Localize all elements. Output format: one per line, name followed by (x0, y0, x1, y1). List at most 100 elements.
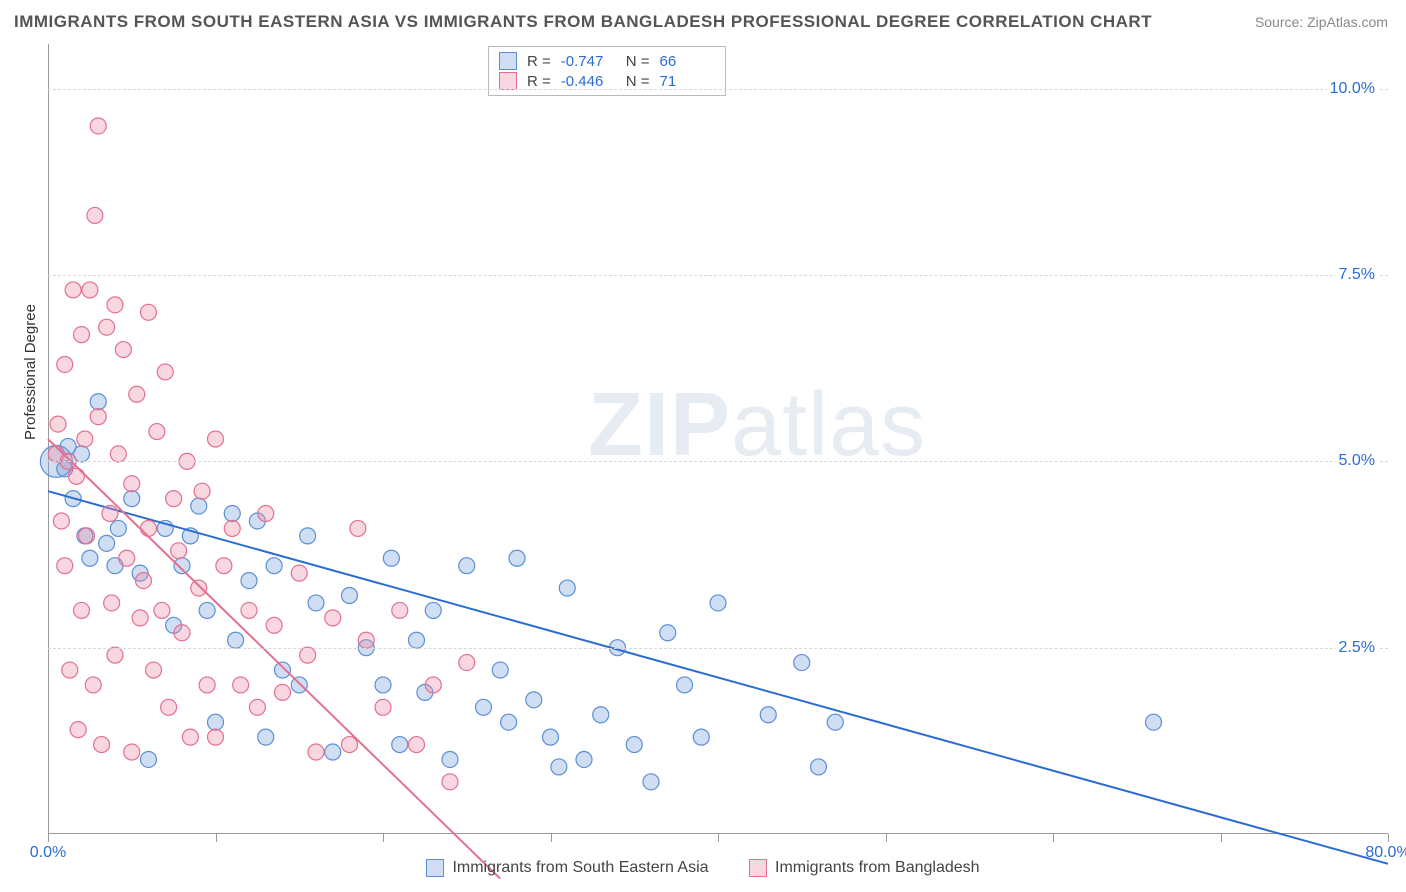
data-point (74, 327, 90, 343)
data-point (149, 424, 165, 440)
data-point (476, 699, 492, 715)
data-point (409, 737, 425, 753)
data-point (275, 684, 291, 700)
x-tick-mark (886, 834, 887, 842)
data-point (275, 662, 291, 678)
r-label: R = (527, 73, 551, 90)
y-axis-label: Professional Degree (22, 304, 39, 440)
data-point (194, 483, 210, 499)
data-point (291, 565, 307, 581)
data-point (576, 751, 592, 767)
x-tick-mark (718, 834, 719, 842)
data-point (216, 558, 232, 574)
data-point (501, 714, 517, 730)
data-point (626, 737, 642, 753)
data-point (124, 744, 140, 760)
gridline-h (48, 89, 1388, 90)
r-value-b: -0.446 (561, 73, 616, 90)
data-point (166, 491, 182, 507)
gridline-h (48, 461, 1388, 462)
data-point (241, 602, 257, 618)
data-point (811, 759, 827, 775)
data-point (249, 699, 265, 715)
data-point (258, 729, 274, 745)
data-point (171, 543, 187, 559)
data-point (233, 677, 249, 693)
data-point (425, 602, 441, 618)
data-point (325, 744, 341, 760)
n-label: N = (626, 73, 650, 90)
trendline (48, 491, 1388, 864)
data-point (1146, 714, 1162, 730)
data-point (342, 588, 358, 604)
data-point (358, 632, 374, 648)
series-legend: Immigrants from South Eastern Asia Immig… (0, 859, 1406, 882)
data-point (99, 319, 115, 335)
data-point (224, 520, 240, 536)
series-b-label: Immigrants from Bangladesh (775, 859, 980, 877)
data-point (90, 118, 106, 134)
data-point (325, 610, 341, 626)
data-point (157, 364, 173, 380)
data-point (57, 356, 73, 372)
data-point (161, 699, 177, 715)
data-point (300, 647, 316, 663)
source-attribution: Source: ZipAtlas.com (1255, 14, 1388, 30)
gridline-h (48, 275, 1388, 276)
chart-svg (48, 44, 1388, 834)
data-point (124, 476, 140, 492)
data-point (94, 737, 110, 753)
data-point (99, 535, 115, 551)
data-point (68, 468, 84, 484)
data-point (129, 386, 145, 402)
data-point (266, 558, 282, 574)
legend-item-series-b: Immigrants from Bangladesh (749, 859, 980, 877)
chart-title: IMMIGRANTS FROM SOUTH EASTERN ASIA VS IM… (14, 12, 1152, 32)
data-point (551, 759, 567, 775)
data-point (154, 602, 170, 618)
data-point (141, 751, 157, 767)
data-point (827, 714, 843, 730)
data-point (308, 744, 324, 760)
data-point (559, 580, 575, 596)
data-point (291, 677, 307, 693)
n-value-b: 71 (660, 73, 715, 90)
plot-area: ZIPatlas R = -0.747 N = 66 R = -0.446 N … (48, 44, 1388, 834)
data-point (124, 491, 140, 507)
data-point (459, 655, 475, 671)
swatch-series-b-bottom (749, 859, 767, 877)
data-point (62, 662, 78, 678)
swatch-series-a-bottom (426, 859, 444, 877)
x-tick-mark (1053, 834, 1054, 842)
data-point (760, 707, 776, 723)
data-point (509, 550, 525, 566)
data-point (492, 662, 508, 678)
data-point (258, 506, 274, 522)
data-point (182, 729, 198, 745)
r-value-a: -0.747 (561, 53, 616, 70)
data-point (300, 528, 316, 544)
data-point (132, 610, 148, 626)
data-point (191, 498, 207, 514)
y-tick-label: 5.0% (1336, 452, 1378, 470)
data-point (208, 431, 224, 447)
swatch-series-b (499, 72, 517, 90)
data-point (199, 602, 215, 618)
data-point (70, 722, 86, 738)
r-label: R = (527, 53, 551, 70)
data-point (425, 677, 441, 693)
data-point (442, 751, 458, 767)
x-tick-mark (1221, 834, 1222, 842)
data-point (593, 707, 609, 723)
data-point (53, 513, 69, 529)
data-point (141, 520, 157, 536)
y-tick-label: 2.5% (1336, 639, 1378, 657)
data-point (392, 602, 408, 618)
x-tick-mark (1388, 834, 1389, 842)
data-point (50, 416, 66, 432)
data-point (141, 304, 157, 320)
n-value-a: 66 (660, 53, 715, 70)
data-point (174, 558, 190, 574)
data-point (87, 207, 103, 223)
data-point (82, 550, 98, 566)
